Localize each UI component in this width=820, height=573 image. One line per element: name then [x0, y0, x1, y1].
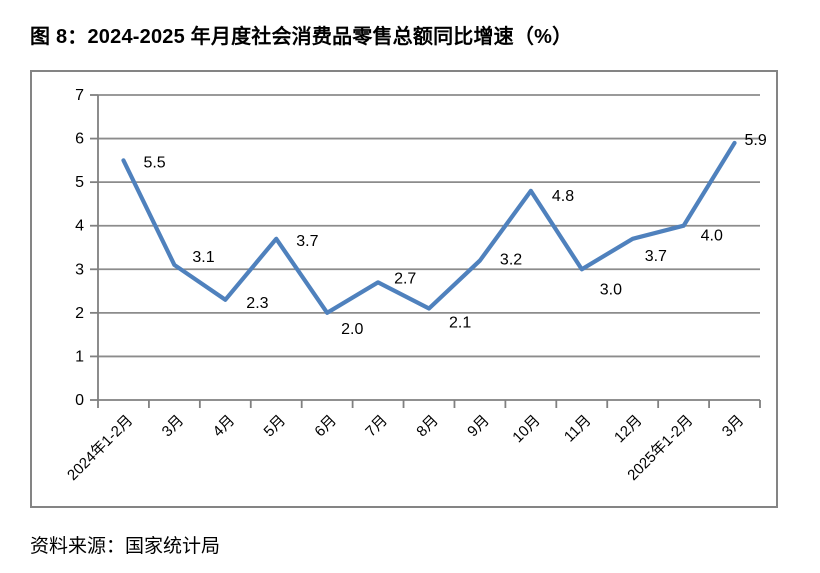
data-label: 2.3 [246, 295, 268, 312]
x-axis-label: 11月 [561, 412, 595, 446]
data-label: 5.5 [143, 154, 165, 171]
data-label: 2.0 [341, 321, 363, 338]
x-axis-label: 7月 [362, 412, 391, 441]
x-axis-label: 5月 [261, 412, 290, 441]
x-axis-label: 12月 [611, 412, 645, 446]
data-label: 3.0 [600, 281, 622, 298]
data-label: 4.8 [552, 188, 574, 205]
x-axis-label: 8月 [413, 412, 442, 441]
x-axis-label: 3月 [159, 412, 188, 441]
y-tick-label: 7 [75, 87, 84, 104]
data-label: 3.1 [192, 249, 214, 266]
data-label: 4.0 [701, 228, 723, 245]
data-label: 2.1 [449, 315, 471, 332]
data-label: 2.7 [394, 270, 416, 287]
line-chart: 0 1 2 3 4 5 6 7 2024年1-2月 3月 4月 5月 6月 7月 8月 9月 10月 11月 12月… [64, 87, 767, 484]
y-tick-label: 6 [75, 131, 84, 148]
source-note: 资料来源：国家统计局 [30, 536, 221, 557]
chart-container: 0 1 2 3 4 5 6 7 2024年1-2月 3月 4月 5月 6月 7月 8月 9月 10月 11月 12月… [30, 70, 778, 508]
x-axis-label: 4月 [210, 412, 239, 441]
y-tick-label: 5 [75, 174, 84, 191]
data-label: 5.9 [745, 132, 767, 149]
y-tick-label: 3 [75, 261, 84, 278]
x-axis-label: 6月 [311, 412, 340, 441]
y-tick-label: 4 [75, 218, 84, 235]
x-axis-label: 2024年1-2月 [64, 412, 136, 484]
x-axis-label: 9月 [464, 412, 493, 441]
data-label: 3.7 [645, 248, 667, 265]
x-axis-label: 3月 [719, 412, 748, 441]
x-axis-label: 10月 [509, 412, 543, 446]
y-tick-label: 1 [75, 348, 84, 365]
y-tick-label: 0 [75, 392, 84, 409]
data-label: 3.7 [296, 233, 318, 250]
figure-title: 图 8：2024-2025 年月度社会消费品零售总额同比增速（%） [30, 26, 573, 48]
series-line [121, 140, 737, 315]
data-label: 3.2 [500, 252, 522, 269]
y-tick-label: 2 [75, 305, 84, 322]
